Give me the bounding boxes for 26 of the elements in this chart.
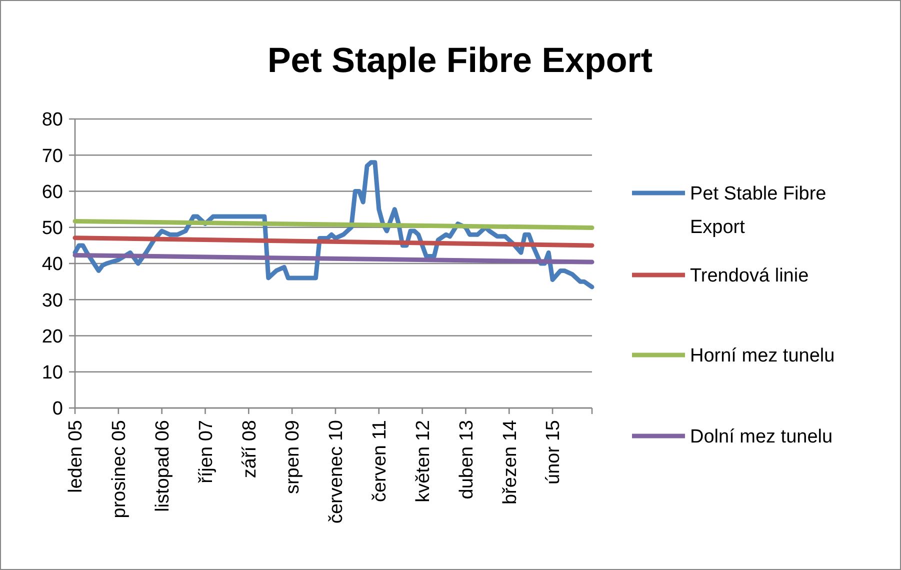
y-tick-label: 70 <box>42 146 63 167</box>
y-tick-label: 20 <box>42 326 63 348</box>
x-tick-label: říjen 07 <box>196 420 217 484</box>
x-tick-label: červen 11 <box>370 420 391 502</box>
legend-label: Dolní mez tunelu <box>690 426 833 448</box>
legend-label: Pet Stable Fibre Export <box>690 184 826 238</box>
x-tick-label: září 08 <box>239 420 260 478</box>
x-tick-label: květen 12 <box>412 420 434 502</box>
y-tick-label: 50 <box>42 218 63 240</box>
chart-title: Pet Staple Fibre Export <box>267 41 653 80</box>
x-tick-label: prosinec 05 <box>109 420 130 518</box>
y-tick-label: 0 <box>52 398 63 420</box>
y-tick-label: 60 <box>42 182 63 203</box>
y-tick-label: 30 <box>42 290 63 312</box>
x-tick-label: červenec 10 <box>326 420 348 524</box>
x-tick-label: únor 15 <box>543 420 564 484</box>
x-tick-label: březen 14 <box>500 420 521 505</box>
y-tick-label: 40 <box>42 254 63 276</box>
legend-label: Horní mez tunelu <box>690 346 835 367</box>
x-tick-label: leden 05 <box>66 420 87 493</box>
x-tick-label: srpen 09 <box>282 420 304 494</box>
y-tick-label: 10 <box>42 362 63 384</box>
x-tick-label: duben 13 <box>456 420 478 500</box>
x-tick-label: listopad 06 <box>152 420 174 512</box>
legend-label: Trendová linie <box>690 266 809 287</box>
y-tick-label: 80 <box>42 110 63 131</box>
